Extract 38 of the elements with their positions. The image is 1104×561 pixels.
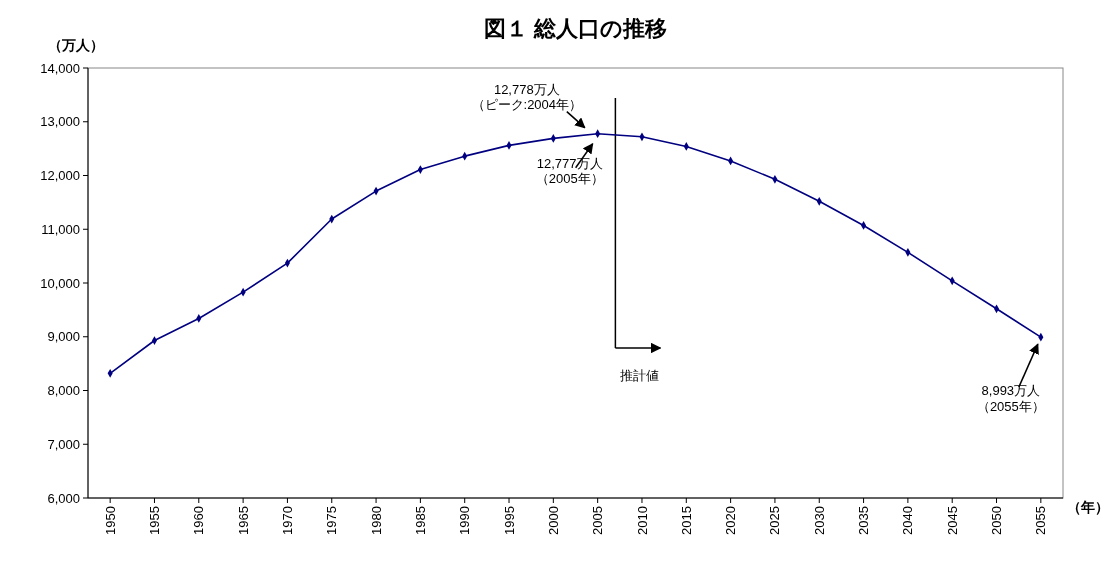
y-tick-label: 8,000 [47,383,80,399]
x-tick-label: 1950 [102,506,118,535]
x-tick-label: 2030 [811,506,827,535]
y-tick-label: 7,000 [47,436,80,452]
x-tick-label: 2020 [723,506,739,535]
x-tick-label: 2025 [767,506,783,535]
x-tick-label: 2045 [944,506,960,535]
y-tick-label: 11,000 [41,221,80,237]
x-tick-label: 1965 [235,506,251,535]
y-axis-title: （万人） [48,37,104,53]
x-tick-label: 2055 [1033,506,1049,535]
x-tick-label: 1955 [147,506,163,535]
y-tick-label: 14,000 [40,60,80,76]
x-tick-label: 2010 [634,506,650,535]
x-tick-label: 2015 [678,506,694,535]
y-tick-label: 13,000 [40,114,80,130]
x-tick-label: 2005 [590,506,606,535]
annotation: 12,777万人（2005年） [535,155,604,187]
x-tick-label: 1985 [412,506,428,535]
x-tick-label: 2040 [900,506,916,535]
y-tick-label: 9,000 [47,329,80,345]
y-tick-label: 12,000 [40,168,80,184]
x-tick-label: 1995 [501,506,517,535]
x-axis-title: （年） [1067,499,1104,515]
x-tick-label: 1980 [368,506,384,535]
x-tick-label: 2050 [989,506,1005,535]
x-tick-label: 2000 [545,506,561,535]
annotation: 12,778万人（ピーク:2004年） [471,81,583,113]
y-tick-label: 6,000 [47,490,80,506]
annotation: 8,993万人（2055年） [976,383,1045,414]
x-tick-label: 1990 [457,506,473,535]
chart-title: 図１ 総人口の推移 [483,16,668,41]
ref-line-label: 推計値 [620,368,660,383]
x-tick-label: 1960 [191,506,207,535]
x-tick-label: 1970 [279,506,295,535]
x-tick-label: 1975 [324,506,340,535]
y-tick-label: 10,000 [40,275,80,291]
x-tick-label: 2035 [856,506,872,535]
